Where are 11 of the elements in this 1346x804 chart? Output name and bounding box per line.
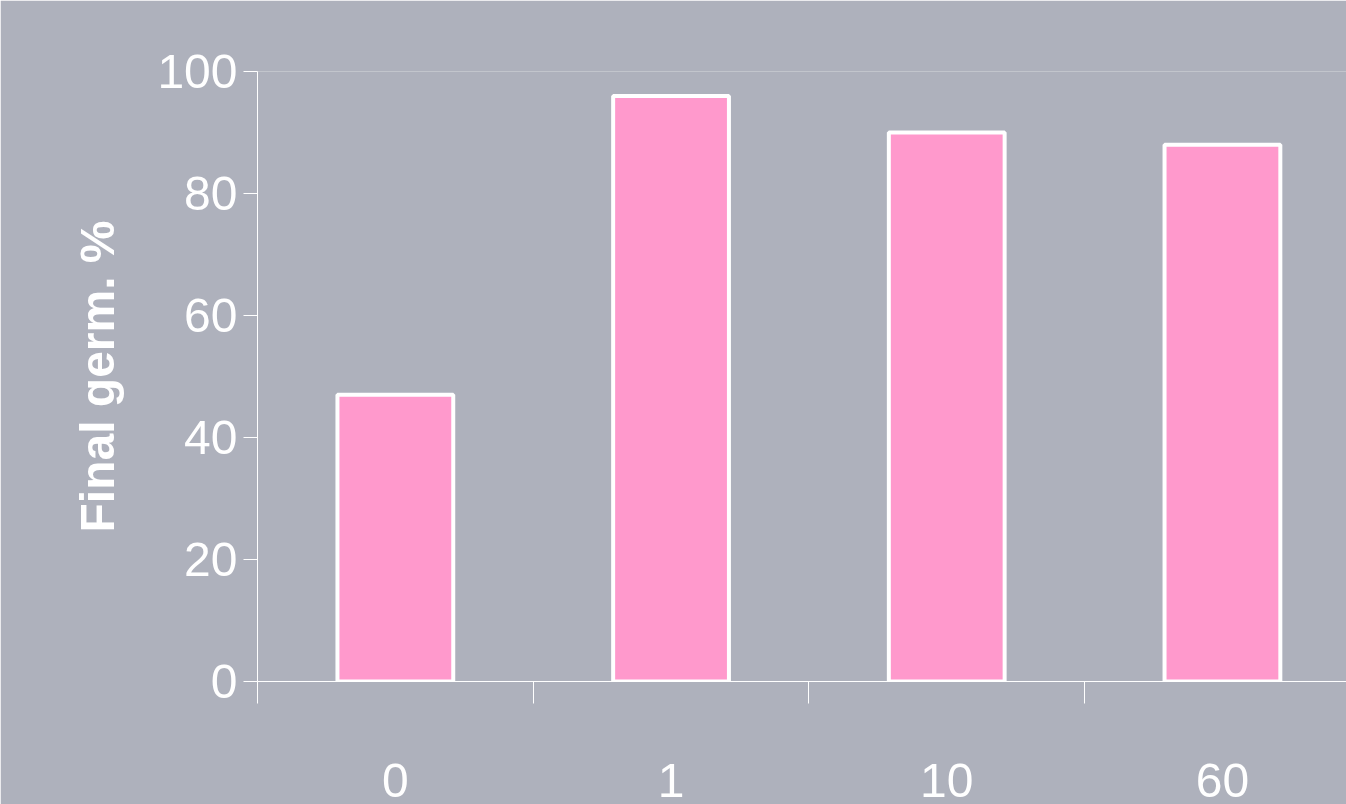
x-tick-label: 0 xyxy=(382,753,409,804)
y-tick-label: 100 xyxy=(157,45,238,98)
y-axis-title: Final germ. % xyxy=(71,220,125,533)
y-tick-label: 80 xyxy=(184,167,238,220)
y-tick-label: 0 xyxy=(210,655,238,708)
x-tick-label: 1 xyxy=(657,753,685,804)
x-tick-label: 10 xyxy=(920,753,974,804)
y-tick-label: 60 xyxy=(184,289,238,342)
x-tick-label: 60 xyxy=(1195,753,1250,804)
y-tick-label: 40 xyxy=(184,411,238,464)
y-tick-label: 20 xyxy=(184,533,238,586)
